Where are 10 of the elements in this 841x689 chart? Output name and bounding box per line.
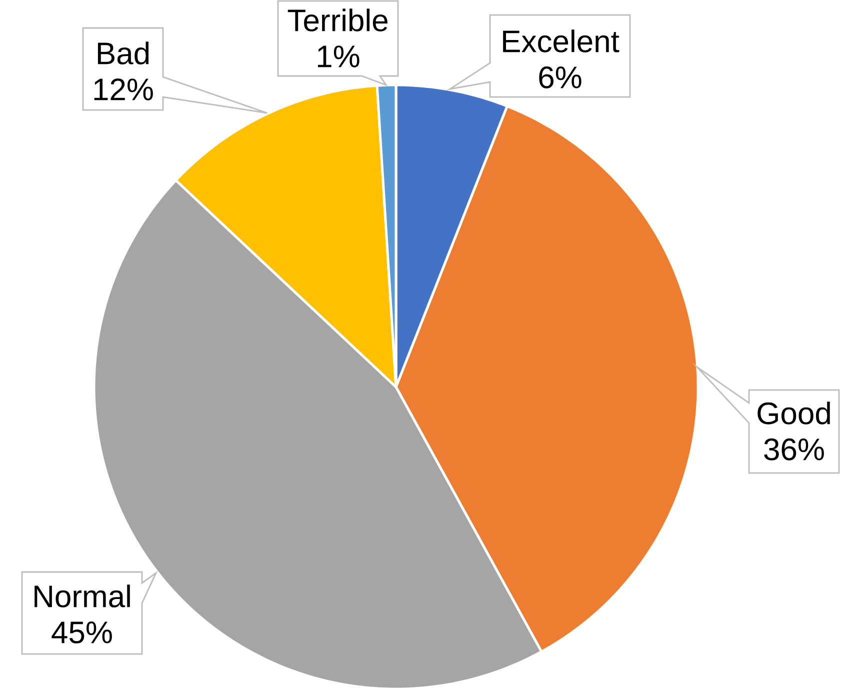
slice-label: Good bbox=[758, 402, 830, 424]
slice-label: Bad bbox=[98, 42, 149, 64]
slice-label: Terrible bbox=[288, 8, 388, 32]
data-label: 45% bbox=[52, 622, 112, 644]
data-label: 6% bbox=[539, 66, 582, 88]
data-label: 1% bbox=[318, 46, 360, 68]
slice-label: Excelent bbox=[503, 30, 620, 52]
data-label: 36% bbox=[764, 438, 824, 460]
slice-label: Normal bbox=[34, 584, 130, 608]
data-label: 12% bbox=[94, 78, 153, 100]
